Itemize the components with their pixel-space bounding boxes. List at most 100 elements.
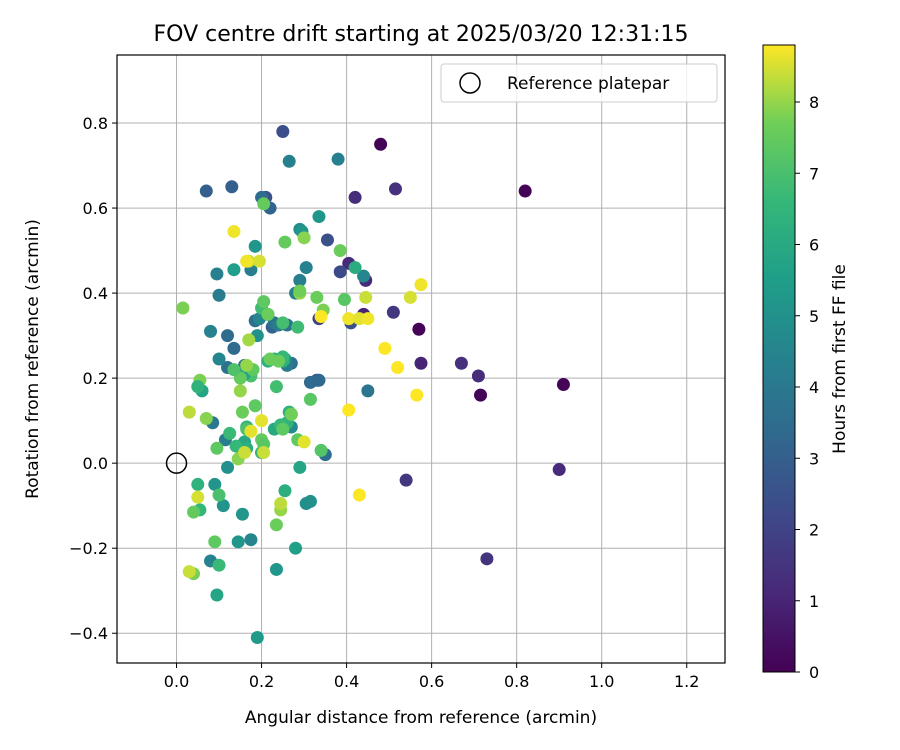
scatter-point [210,588,224,602]
colorbar-tick-label: 2 [809,521,819,540]
scatter-point [291,320,305,334]
scatter-point [216,499,230,513]
scatter-point [269,380,283,394]
scatter-point [352,488,366,502]
scatter-point [261,307,275,321]
colorbar-tick-label: 0 [809,663,819,682]
scatter-point [293,284,307,298]
scatter-point [191,477,205,491]
scatter-point [233,384,247,398]
scatter-point [552,463,566,477]
scatter-point [293,273,307,287]
scatter-point [212,352,226,366]
scatter-point [518,184,532,198]
scatter-point [274,497,288,511]
y-tick-label: −0.2 [69,539,108,558]
scatter-point [248,239,262,253]
scatter-point [221,329,235,343]
scatter-point [276,125,290,139]
scatter-point [212,488,226,502]
scatter-point [227,263,241,277]
x-tick-label: 0.8 [504,672,529,691]
scatter-point [182,565,196,579]
scatter-point [257,197,271,211]
scatter-point [250,630,264,644]
scatter-point [333,244,347,258]
x-axis-ticks: 0.0 0.2 0.4 0.6 0.8 1.0 1.2 [164,663,699,691]
colorbar-tick-label: 6 [809,236,819,255]
scatter-point [257,295,271,309]
scatter-point [223,426,237,440]
scatter-point [276,316,290,330]
scatter-point [244,533,258,547]
scatter-point [225,180,239,194]
scatter-point [414,278,428,292]
scatter-point [235,405,249,419]
y-tick-label: 0.6 [83,199,108,218]
scatter-point [342,403,356,417]
scatter-point [412,322,426,336]
scatter-point [191,380,205,394]
legend-label-reference: Reference platepar [507,74,669,94]
scatter-point [293,460,307,474]
colorbar-tick-label: 7 [809,164,819,183]
scatter-point [227,341,241,355]
y-tick-label: 0.0 [83,454,108,473]
reference-point-layer [165,452,188,474]
scatter-point [297,231,311,245]
y-tick-label: 0.2 [83,369,108,388]
x-tick-label: 1.0 [589,672,614,691]
y-tick-label: 0.8 [83,114,108,133]
scatter-point [210,441,224,455]
scatter-point [388,182,402,196]
x-tick-label: 0.6 [419,672,444,691]
scatter-point [480,552,494,566]
scatter-point [556,378,570,392]
scatter-point [255,414,269,428]
scatter-point [248,399,262,413]
scatter-point [182,405,196,419]
colorbar-label: Hours from first FF file [830,264,850,454]
scatter-points [176,125,570,644]
scatter-point [235,507,249,521]
scatter-point [269,562,283,576]
plot-frame [116,54,726,664]
x-axis-label: Angular distance from reference (arcmin) [245,708,597,728]
colorbar-tick-label: 3 [809,449,819,468]
scatter-point [252,254,266,268]
scatter-point [269,518,283,532]
scatter-point [399,473,413,487]
scatter-point [191,490,205,504]
scatter-point [208,477,222,491]
scatter-point [391,361,405,375]
scatter-point [276,422,290,436]
scatter-point [348,190,362,204]
scatter-point [242,333,256,347]
scatter-point [238,446,252,460]
scatter-point [299,261,313,275]
scatter-point [359,290,373,304]
scatter-point [403,290,417,304]
scatter-point [331,152,345,166]
scatter-point [212,288,226,302]
scatter-point [337,292,351,306]
scatter-point [257,446,271,460]
scatter-point [471,369,485,383]
scatter-point [187,505,201,519]
legend: Reference platepar [440,63,718,103]
scatter-point [212,558,226,572]
scatter-point [240,254,254,268]
scatter-point [244,424,258,438]
scatter-point [210,267,224,281]
scatter-point [312,210,326,224]
chart-title: FOV centre drift starting at 2025/03/20 … [154,22,689,47]
scatter-point [282,154,296,168]
scatter-point [227,224,241,238]
y-tick-label: −0.4 [69,624,108,643]
scatter-point [333,265,347,279]
scatter-point [414,356,428,370]
colorbar: 0 1 2 3 4 5 6 7 8 Hours from first FF file [762,44,850,682]
scatter-point [314,443,328,457]
scatter-point [454,356,468,370]
y-axis-label: Rotation from reference (arcmin) [23,219,43,499]
